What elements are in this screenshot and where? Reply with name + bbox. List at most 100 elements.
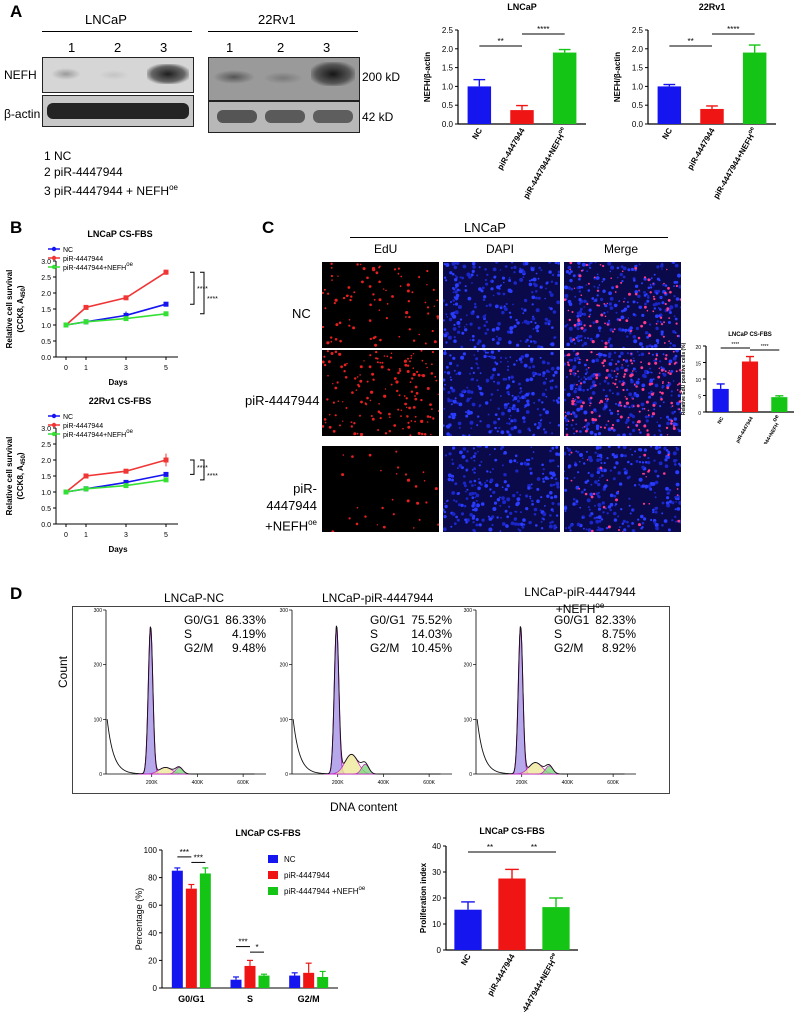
lane-1-22rv1: 1 xyxy=(226,40,234,55)
edu-cell xyxy=(569,373,572,375)
nucleus xyxy=(656,277,660,281)
nucleus xyxy=(549,483,553,487)
nucleus xyxy=(590,483,593,486)
edu-cell xyxy=(565,415,567,417)
nucleus xyxy=(674,354,678,358)
nucleus xyxy=(527,458,531,462)
edu-cell xyxy=(660,398,663,401)
nucleus xyxy=(679,306,681,309)
nucleus xyxy=(673,295,676,298)
nucleus xyxy=(451,388,456,393)
nucleus xyxy=(528,279,531,282)
nucleus xyxy=(454,283,459,288)
nucleus xyxy=(516,522,521,526)
nucleus xyxy=(491,338,495,341)
nucleus xyxy=(461,454,466,459)
nucleus xyxy=(455,500,458,503)
nucleus xyxy=(480,483,483,486)
edu-cell xyxy=(664,302,667,306)
nucleus xyxy=(594,480,598,484)
nucleus xyxy=(466,389,471,394)
nucleus xyxy=(542,518,545,521)
stat-value-2: 10.45% xyxy=(411,641,452,655)
x-tick-label-2: piR-4447944+NEFHoe xyxy=(749,413,784,444)
nucleus xyxy=(576,400,580,404)
edu-cell xyxy=(675,322,678,325)
edu-cell xyxy=(413,527,415,529)
point-2-2 xyxy=(123,483,129,489)
nucleus xyxy=(549,449,552,453)
nucleus xyxy=(653,459,656,462)
nucleus xyxy=(493,275,497,279)
micrograph-r0-c2 xyxy=(564,262,681,348)
nucleus xyxy=(449,376,452,378)
edu-cell xyxy=(437,523,439,526)
x-tick-label-0: NC xyxy=(717,416,726,426)
edu-cell xyxy=(645,476,647,478)
edu-cell xyxy=(590,402,592,405)
nucleus xyxy=(552,310,557,314)
nucleus xyxy=(512,493,516,498)
nucleus xyxy=(456,321,461,325)
nucleus xyxy=(471,504,475,508)
micrograph-r0-c0 xyxy=(322,262,439,348)
nucleus xyxy=(583,462,586,465)
nucleus xyxy=(564,488,568,492)
nucleus xyxy=(626,305,630,308)
nucleus xyxy=(640,402,645,407)
nucleus xyxy=(473,471,475,473)
nucleus xyxy=(677,394,681,398)
nucleus xyxy=(591,297,595,300)
nucleus xyxy=(550,366,555,371)
nucleus xyxy=(544,317,548,321)
y-tick-label: 300 xyxy=(94,608,103,614)
edu-cell xyxy=(579,382,583,385)
nucleus xyxy=(536,499,540,503)
nucleus xyxy=(568,326,573,331)
nucleus xyxy=(469,420,474,425)
edu-cell xyxy=(342,420,344,422)
nucleus xyxy=(608,337,612,341)
nucleus xyxy=(452,446,456,450)
edu-cell xyxy=(412,372,416,377)
flow-title-3-nefh: +NEFH xyxy=(555,602,596,616)
edu-cell xyxy=(391,498,394,501)
nucleus xyxy=(519,494,522,496)
edu-cell xyxy=(426,366,428,369)
edu-cell xyxy=(625,401,629,405)
nucleus xyxy=(666,491,670,495)
nucleus xyxy=(613,351,617,354)
nucleus xyxy=(658,446,662,449)
edu-cell xyxy=(420,419,424,423)
nucleus xyxy=(601,280,604,283)
nucleus xyxy=(630,378,633,381)
nucleus xyxy=(564,388,566,391)
nucleus xyxy=(566,323,569,326)
nucleus xyxy=(576,407,581,412)
nucleus xyxy=(640,527,643,530)
edu-cell xyxy=(387,368,390,371)
edu-cell xyxy=(416,501,420,505)
nucleus xyxy=(626,520,629,524)
nucleus xyxy=(643,291,646,294)
nucleus xyxy=(673,315,676,317)
nucleus xyxy=(493,420,497,425)
nucleus xyxy=(612,477,616,481)
nucleus xyxy=(518,269,523,274)
edu-cell xyxy=(392,513,395,516)
bar-1 xyxy=(700,108,724,124)
nucleus xyxy=(557,465,560,468)
edu-cell xyxy=(677,384,679,386)
x-tick-label-1-main: piR-4447944 xyxy=(686,126,717,171)
nucleus xyxy=(664,284,668,287)
nucleus xyxy=(594,504,596,507)
edu-cell xyxy=(359,374,361,376)
nucleus xyxy=(611,376,614,379)
nucleus xyxy=(493,447,496,451)
edu-cell xyxy=(393,377,397,380)
nucleus xyxy=(595,298,598,300)
nucleus xyxy=(513,281,517,285)
edu-cell xyxy=(347,294,349,297)
nucleus xyxy=(444,350,447,352)
nucleus xyxy=(509,415,512,417)
